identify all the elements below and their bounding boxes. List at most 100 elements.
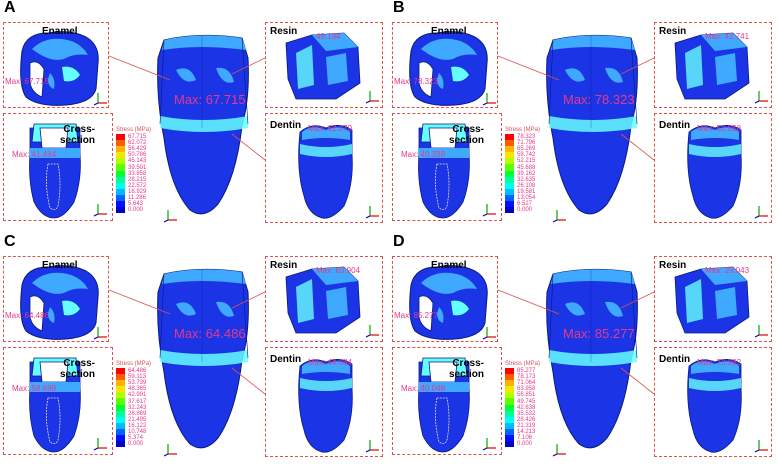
cross-section-model (418, 357, 470, 453)
legend-value: 13.054 (517, 194, 536, 201)
legend-swatch (116, 404, 125, 411)
legend-row: 7.106 (505, 435, 575, 442)
enamel-title: Enamel (431, 26, 467, 37)
axes-triad-icon (93, 438, 107, 451)
legend-value: 52.215 (517, 158, 536, 165)
enamel-title: Enamel (431, 260, 467, 271)
dentin-max: Max: 52.858 (697, 124, 742, 133)
legend-swatch (505, 176, 514, 183)
dentin-max: Max: 44.084 (308, 358, 353, 367)
cross-section-max: Max: 41.484 (12, 150, 57, 159)
resin-title: Resin (659, 260, 687, 271)
legend-value: 42.638 (517, 404, 536, 411)
legend-row: 21.495 (116, 416, 186, 423)
legend-row: 0.000 (116, 441, 186, 448)
legend-value: 62.072 (128, 140, 147, 147)
legend-swatch (116, 134, 125, 141)
legend-rows: 67.715 62.072 56.429 50.786 45.143 39.501 33.8… (116, 134, 186, 214)
legend-value: 5.374 (128, 435, 144, 442)
legend-swatch (505, 170, 514, 177)
legend-swatch (505, 416, 514, 423)
legend-swatch (505, 134, 514, 141)
legend-swatch (505, 410, 514, 417)
legend-value: 14.213 (517, 428, 536, 435)
legend-swatch (116, 182, 125, 189)
legend-row: 50.786 (116, 152, 186, 159)
legend-value: 78.173 (517, 374, 536, 381)
full-tooth-max: Max: 64.486 (174, 326, 246, 341)
legend-swatch (505, 182, 514, 189)
legend-row: 62.072 (116, 140, 186, 147)
resin-model (285, 266, 361, 334)
axes-triad-icon (365, 91, 379, 104)
cross-section-view: Cross- section Max: 40.048 (392, 347, 502, 455)
full-tooth-max: Max: 85.277 (563, 326, 635, 341)
legend-swatch (116, 170, 125, 177)
cross-section-view: Cross- section Max: 58.689 (3, 347, 113, 455)
legend-row: 49.745 (505, 398, 575, 405)
legend-value: 16.122 (128, 422, 147, 429)
cross-section-view: Cross- section Max: 41.484 (3, 113, 113, 221)
enamel-model (409, 31, 488, 106)
legend-swatch (116, 140, 125, 147)
legend-value: 53.739 (128, 380, 147, 387)
resin-model (674, 32, 750, 100)
legend-row: 53.739 (116, 380, 186, 387)
legend-value: 32.635 (517, 176, 536, 183)
cross-section-model (29, 123, 81, 219)
legend-row: 32.635 (505, 176, 575, 183)
dentin-view: Dentin Max: 62.279 (265, 113, 383, 223)
legend-swatch (505, 158, 514, 165)
legend-row: 0.000 (505, 207, 575, 214)
stress-legend: Stress (MPa) 64.486 59.113 53.739 48.365 42.… (116, 361, 186, 448)
enamel-view: Enamel Max: 85.277 (392, 256, 498, 342)
legend-row: 78.173 (505, 374, 575, 381)
legend-swatch (505, 392, 514, 399)
legend-swatch (505, 398, 514, 405)
legend-row: 78.323 (505, 134, 575, 141)
legend-row: 0.000 (505, 441, 575, 448)
legend-swatch (116, 368, 125, 375)
full-tooth-model (157, 34, 249, 215)
legend-value: 50.786 (128, 152, 147, 159)
legend-value: 26.869 (128, 410, 147, 417)
resin-max: Max: 29.043 (705, 266, 750, 275)
legend-swatch (505, 404, 514, 411)
enamel-max: Max: 85.277 (394, 311, 439, 320)
resin-view: Resin 49.194 (265, 22, 383, 108)
dentin-title: Dentin (659, 354, 691, 365)
legend-row: 19.581 (505, 188, 575, 195)
full-tooth-model (157, 268, 249, 449)
legend-row: 63.958 (505, 386, 575, 393)
dentin-model (298, 359, 353, 453)
cross-section-model (29, 357, 81, 453)
legend-row: 56.851 (505, 392, 575, 399)
legend-swatch (116, 207, 125, 214)
legend-swatch (116, 152, 125, 159)
panel-d: D Enamel Max: 85.277 (389, 233, 775, 464)
legend-row: 10.748 (116, 428, 186, 436)
legend-value: 58.742 (517, 152, 536, 159)
cross-section-max: Max: 40.338 (401, 150, 446, 159)
legend-title: Stress (MPa) (505, 127, 541, 133)
legend-row: 45.143 (116, 158, 186, 165)
legend-row: 59.113 (116, 374, 186, 381)
legend-title: Stress (MPa) (116, 361, 152, 367)
legend-swatch (505, 146, 514, 153)
enamel-title: Enamel (42, 260, 78, 271)
cross-section-title-line1: Cross- (452, 124, 485, 135)
callout-lines (497, 289, 655, 395)
legend-value: 85.277 (517, 368, 536, 375)
legend-row: 5.643 (116, 201, 186, 208)
legend-row: 37.617 (116, 398, 186, 405)
cross-section-max: Max: 40.048 (401, 384, 446, 393)
axes-triad-icon (754, 325, 768, 338)
axes-triad-icon (754, 91, 768, 104)
resin-title: Resin (659, 26, 687, 37)
axes-triad-icon (482, 93, 496, 106)
legend-value: 0.000 (517, 207, 533, 214)
legend-swatch (505, 188, 514, 195)
legend-value: 48.365 (128, 386, 147, 393)
dentin-model (687, 359, 742, 453)
legend-row: 42.991 (116, 392, 186, 399)
